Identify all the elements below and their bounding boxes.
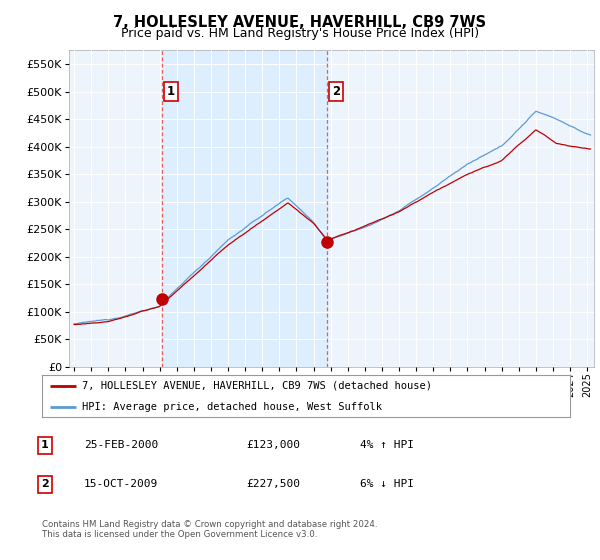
Text: 6% ↓ HPI: 6% ↓ HPI	[360, 479, 414, 489]
Text: 7, HOLLESLEY AVENUE, HAVERHILL, CB9 7WS: 7, HOLLESLEY AVENUE, HAVERHILL, CB9 7WS	[113, 15, 487, 30]
Text: 2: 2	[332, 85, 340, 98]
Text: £227,500: £227,500	[246, 479, 300, 489]
Text: Price paid vs. HM Land Registry's House Price Index (HPI): Price paid vs. HM Land Registry's House …	[121, 27, 479, 40]
Text: 2: 2	[41, 479, 49, 489]
Text: Contains HM Land Registry data © Crown copyright and database right 2024.
This d: Contains HM Land Registry data © Crown c…	[42, 520, 377, 539]
Text: £123,000: £123,000	[246, 440, 300, 450]
Text: 1: 1	[41, 440, 49, 450]
Text: 7, HOLLESLEY AVENUE, HAVERHILL, CB9 7WS (detached house): 7, HOLLESLEY AVENUE, HAVERHILL, CB9 7WS …	[82, 381, 431, 391]
Text: 1: 1	[167, 85, 175, 98]
Text: HPI: Average price, detached house, West Suffolk: HPI: Average price, detached house, West…	[82, 402, 382, 412]
Text: 25-FEB-2000: 25-FEB-2000	[84, 440, 158, 450]
Bar	[162, 50, 327, 367]
Text: 4% ↑ HPI: 4% ↑ HPI	[360, 440, 414, 450]
Text: 15-OCT-2009: 15-OCT-2009	[84, 479, 158, 489]
